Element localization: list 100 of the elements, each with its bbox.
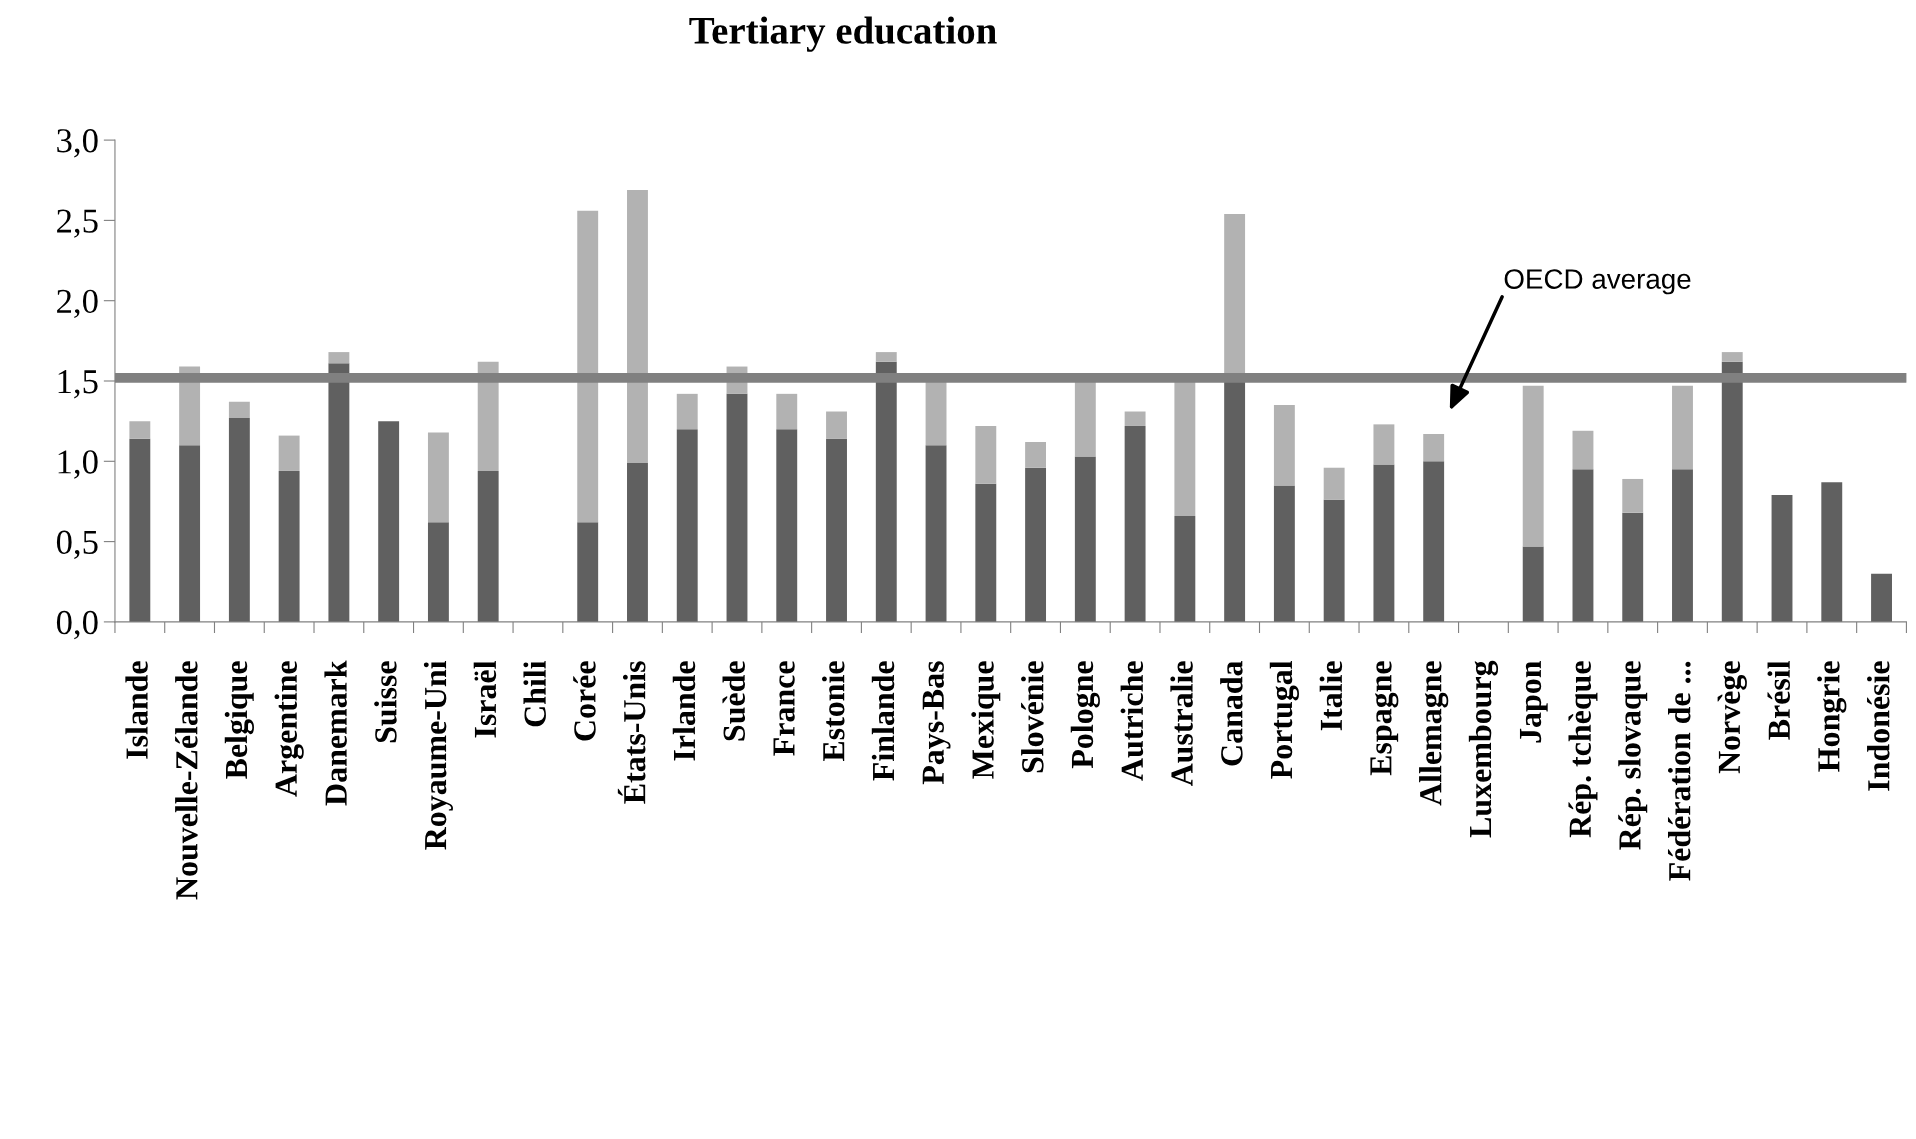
x-tick-label: Suisse [374,661,397,743]
x-tick-label: Israël [473,660,497,738]
x-tick-label: Portugal [1269,660,1299,779]
bar [676,393,698,430]
bar [1174,381,1196,516]
bar [1672,469,1693,622]
bar [925,445,947,622]
x-tick-label: Norvège [1717,661,1747,774]
chart-title: Tertiary education [689,16,997,52]
bar [1572,469,1594,622]
x-tick-label: Corée [573,661,596,741]
x-tick-label: Allemagne [1419,661,1449,806]
bar [1373,464,1395,622]
bar [328,363,350,622]
bar [1323,499,1345,622]
bar [1074,381,1096,457]
bar [1522,546,1544,622]
bar [627,189,648,463]
y-tick-label: 0,0 [56,610,98,640]
bar [1721,361,1743,622]
bar [1025,467,1047,622]
x-tick-label: Slovénie [1021,661,1044,773]
x-tick-label: Rép. tchèque [1568,661,1598,838]
x-tick-label: Hongrie [1817,661,1847,772]
bar [1025,442,1047,468]
bar [1572,430,1594,470]
bar [1821,482,1843,622]
bar [1373,424,1395,465]
x-tick-label: Brésil [1767,660,1791,740]
y-tick-label: 1,0 [58,450,98,479]
x-tick-label: Luxembourg [1468,660,1499,838]
bar [875,352,897,362]
x-tick-label: Indonésie [1867,661,1890,791]
bar [776,429,798,622]
x-tick-label: Argentine [274,661,304,797]
bar [427,522,449,622]
x-tick-label: Espagne [1370,661,1399,776]
bar [1273,485,1295,622]
x-tick-label: Royaume-Uni [423,660,453,850]
bar [228,401,250,418]
bar [1771,495,1793,622]
bar [1721,352,1743,362]
bar [776,393,798,430]
bar [826,438,847,622]
x-tick-label: Suède [722,661,746,741]
bar [477,361,499,471]
bar [1622,478,1644,513]
bar [676,429,698,622]
annotation: OECD average [1504,269,1691,295]
bar [1273,405,1295,486]
x-tick-label: Pays-Bas [922,661,951,785]
y-tick-label: 2,5 [57,209,98,238]
bar [975,483,997,622]
bar [1323,467,1345,500]
bar [328,352,350,364]
x-tick-label: Mexique [971,661,1001,779]
x-tick-label: Rép. slovaque [1618,661,1648,850]
bar [1423,433,1445,462]
bar [1672,385,1693,470]
bar [577,522,599,622]
bar [378,421,400,622]
x-tick-label: Islande [125,661,148,759]
x-tick-label: Belgique [224,661,254,779]
bar [925,381,947,446]
bar [826,411,847,439]
bar [427,432,449,523]
x-tick-label: Autriche [1120,661,1144,781]
bar [1622,512,1644,622]
bar [228,417,250,622]
bar [1074,456,1096,622]
x-tick-label: Japon [1519,660,1548,743]
bar [278,435,300,471]
x-tick-label: Fédération de ... [1667,661,1691,881]
bar [278,470,300,622]
x-tick-label: Danemark [324,660,347,806]
bar [577,210,599,523]
x-tick-label: Estonie [822,661,845,762]
x-tick-label: États-Unis [617,661,646,804]
y-tick-label: 3,0 [57,129,98,158]
x-tick-label: Italie [1319,661,1343,731]
x-tick-label: Australie [1170,661,1193,787]
bar [129,421,151,439]
bar [1522,385,1544,547]
x-tick-label: Finlande [871,661,895,781]
x-tick-label: Irlande [672,661,696,761]
bar [1174,515,1196,622]
bar [1423,461,1445,622]
bar [1124,411,1146,426]
x-tick-label: Canada [1220,660,1243,766]
bar [1124,425,1146,622]
y-tick-label: 1,5 [58,370,98,399]
bar [975,425,997,484]
x-tick-label: Chili [523,660,546,727]
x-tick-label: Pologne [1070,661,1100,769]
bar [1871,573,1892,622]
bar [875,361,897,622]
x-tick-label: Nouvelle-Zélande [175,661,198,900]
y-tick-label: 2,0 [57,289,98,319]
bar [627,462,648,622]
bar [726,393,748,622]
